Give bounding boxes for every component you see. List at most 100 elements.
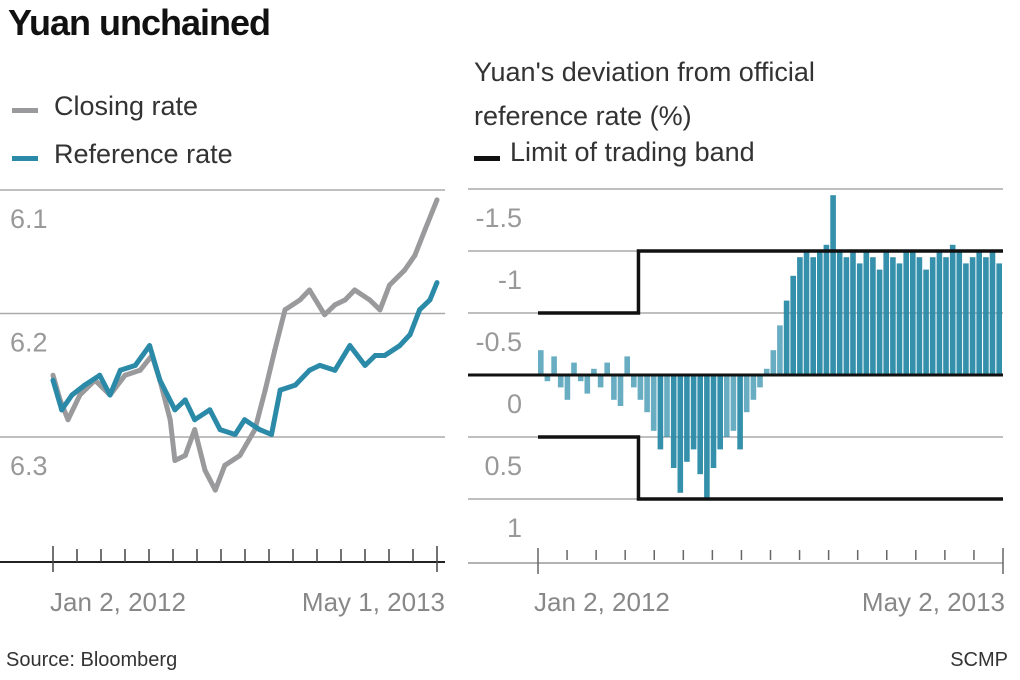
deviation-bar — [717, 375, 723, 450]
y-tick-label: -1 — [498, 265, 522, 295]
deviation-bar — [876, 269, 883, 375]
deviation-bar — [697, 375, 703, 475]
closing-rate-point — [172, 457, 178, 463]
reference-rate-point — [132, 362, 138, 368]
reference-rate-point — [242, 417, 248, 423]
deviation-bar — [929, 257, 936, 375]
closing-rate-point — [222, 462, 228, 468]
deviation-bar — [823, 244, 830, 375]
closing-rate-point — [352, 287, 358, 293]
deviation-bar — [963, 263, 969, 375]
deviation-bar — [890, 257, 896, 375]
reference-rate-point — [207, 407, 213, 413]
deviation-bar — [763, 368, 770, 375]
credit: SCMP — [950, 649, 1008, 671]
deviation-bar — [644, 375, 650, 413]
deviation-bar — [577, 375, 584, 382]
closing-rate-point — [367, 297, 373, 303]
closing-rate-point — [272, 348, 278, 354]
reference-rate-point — [182, 397, 188, 403]
deviation-bar — [631, 375, 637, 388]
deviation-bar — [551, 356, 557, 375]
deviation-bar — [830, 195, 836, 375]
closing-rate-point — [192, 427, 198, 433]
deviation-bar — [710, 375, 717, 468]
closing-rate-line — [50, 198, 440, 493]
deviation-bar — [704, 375, 710, 499]
reference-rate-point — [434, 280, 440, 286]
deviation-bar — [584, 375, 591, 394]
trading-band-lower — [538, 435, 1003, 501]
deviation-bar — [996, 263, 1002, 375]
source-note: Source: Bloomberg — [6, 649, 178, 671]
deviation-bar — [916, 257, 923, 375]
deviation-bar — [657, 375, 664, 450]
closing-rate-point — [167, 417, 173, 423]
deviation-bar — [557, 375, 564, 388]
deviation-bar — [969, 257, 976, 375]
y-tick-label: 0.5 — [484, 451, 522, 481]
closing-swatch — [12, 108, 38, 113]
reference-rate-point — [82, 382, 88, 388]
deviation-bar — [989, 251, 996, 375]
deviation-bar — [803, 251, 810, 375]
reference-rate-point — [417, 307, 423, 313]
closing-rate-point — [212, 487, 218, 493]
reference-rate-point — [107, 392, 113, 398]
deviation-bar — [863, 251, 870, 375]
deviation-bar — [870, 257, 876, 375]
reference-rate-point — [372, 352, 378, 358]
reference-rate-point — [269, 432, 275, 438]
deviation-bar — [604, 362, 610, 375]
deviation-bar — [684, 375, 690, 462]
closing-rate-point — [65, 417, 71, 423]
y-tick-label: 0 — [507, 389, 522, 419]
left-xlabel-start: Jan 2, 2012 — [50, 587, 186, 617]
reference-rate-point — [59, 407, 65, 413]
deviation-bar — [664, 375, 670, 437]
closing-rate-point — [282, 307, 288, 313]
deviation-bar — [730, 375, 737, 431]
deviation-bar — [770, 350, 777, 375]
deviation-bar — [677, 375, 684, 493]
y-tick-label: -0.5 — [475, 327, 522, 357]
deviation-bar — [923, 269, 929, 375]
deviation-bar — [883, 251, 889, 375]
y-tick-label: -1.5 — [475, 203, 522, 233]
reference-rate-point — [362, 362, 368, 368]
deviation-bar — [896, 263, 903, 375]
reference-rate-point — [192, 417, 198, 423]
closing-rate-point — [412, 252, 418, 258]
closing-rate-point — [307, 287, 313, 293]
legend-band-label: Limit of trading band — [510, 137, 755, 167]
deviation-bar — [571, 362, 577, 375]
deviation-bar — [956, 251, 963, 375]
right-chart: -1.5 -1 -0.5 0 0.5 1 — [468, 188, 1004, 574]
reference-rate-point — [172, 407, 178, 413]
y-tick-label: 6.2 — [10, 328, 48, 358]
reference-rate-point — [317, 362, 323, 368]
left-xlabel-end: May 1, 2013 — [302, 587, 445, 617]
reference-rate-point — [407, 331, 413, 337]
closing-rate-point — [77, 392, 83, 398]
deviation-bar — [757, 375, 763, 388]
legend-reference-label: Reference rate — [54, 139, 233, 169]
chart-title: Yuan unchained — [8, 2, 271, 43]
deviation-bar — [637, 375, 644, 400]
deviation-bar — [743, 375, 750, 413]
deviation-bar — [983, 257, 989, 375]
closing-rate-point — [332, 302, 338, 308]
deviation-bar — [624, 356, 630, 375]
closing-rate-point — [434, 197, 440, 203]
deviation-bar — [910, 251, 916, 375]
reference-rate-point — [347, 343, 353, 349]
reference-rate-point — [307, 367, 313, 373]
closing-rate-point — [202, 467, 208, 473]
y-tick-label: 6.1 — [10, 204, 48, 234]
deviation-bar — [903, 251, 909, 375]
deviation-bar — [544, 375, 551, 382]
closing-rate-point — [322, 312, 328, 318]
reference-rate-point — [232, 432, 238, 438]
deviation-bar — [737, 375, 743, 450]
